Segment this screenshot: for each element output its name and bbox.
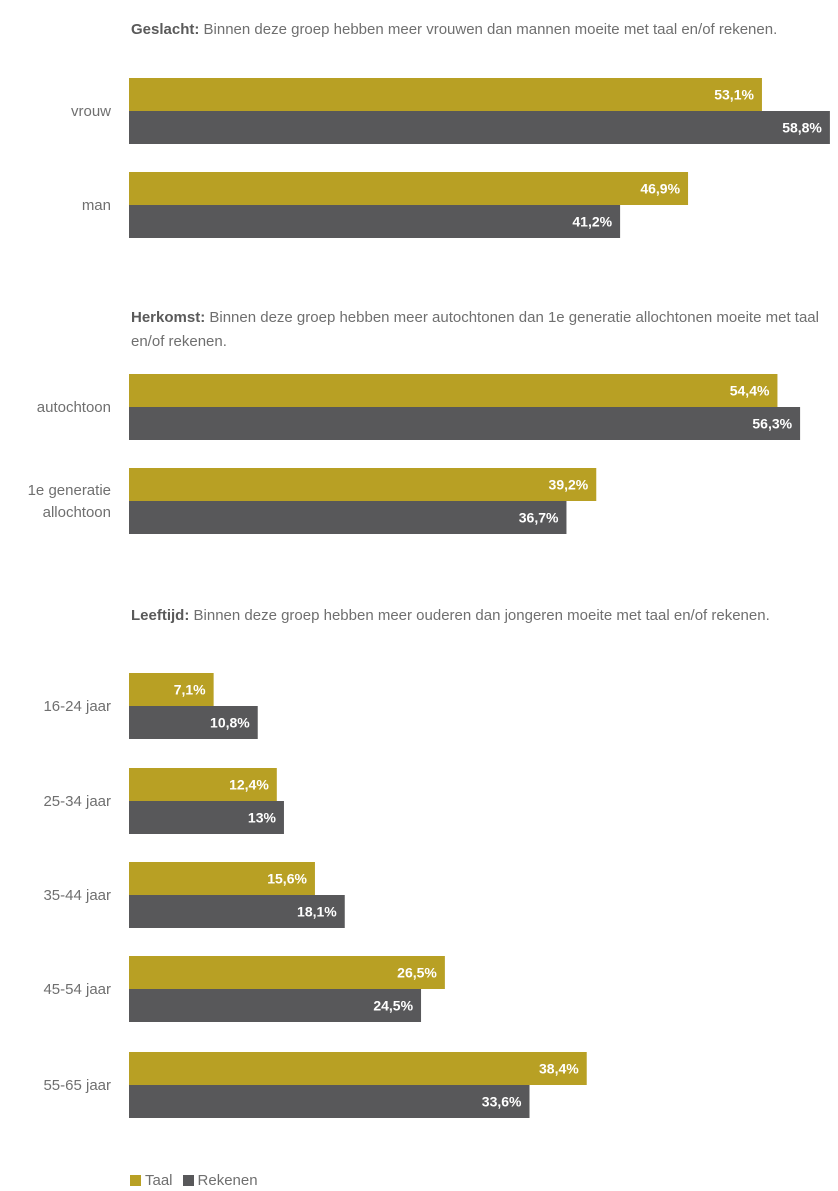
- value-label-taal-autochtoon: 54,4%: [730, 383, 770, 399]
- category-label-autochtoon: autochtoon: [37, 399, 111, 416]
- herkomst-title-lead: Herkomst:: [131, 309, 206, 326]
- legend-item-rekenen: Rekenen: [182, 1172, 258, 1189]
- category-label-line: 25-34 jaar: [43, 793, 111, 810]
- bar-rekenen-16-24: [129, 706, 258, 739]
- category-label-1e-generatie-allochtoon: 1e generatie allochtoon: [28, 482, 111, 521]
- geslacht-title: Geslacht: Binnen deze groep hebben meer …: [131, 18, 821, 42]
- leeftijd-title: Leeftijd: Binnen deze groep hebben meer …: [131, 604, 821, 628]
- bar-rekenen-man: [129, 205, 621, 238]
- legend-label-rekenen: Rekenen: [197, 1172, 258, 1189]
- bar-taal-autochtoon: [129, 374, 778, 407]
- value-label-rekenen-16-24: 10,8%: [210, 715, 250, 731]
- value-label-rekenen-55-65: 33,6%: [482, 1094, 522, 1110]
- bar-taal-45-54: [129, 956, 445, 989]
- value-label-rekenen-vrouw: 58,8%: [782, 120, 822, 136]
- category-label-line: 35-44 jaar: [43, 887, 111, 904]
- category-label-45-54: 45-54 jaar: [43, 981, 111, 998]
- leeftijd-title-lead: Leeftijd:: [131, 607, 190, 624]
- bar-rekenen-autochtoon: [129, 407, 801, 440]
- legend: Taal Rekenen: [130, 1172, 258, 1189]
- bar-charts: vrouw 53,1% 58,8% man 46,9% 41,2% autochtoon 54…: [28, 78, 830, 1118]
- bar-rekenen-35-44: [129, 895, 345, 928]
- herkomst-title: Herkomst: Binnen deze groep hebben meer …: [131, 306, 821, 354]
- bar-taal-1e-generatie-allochtoon: [129, 468, 597, 501]
- value-label-rekenen-45-54: 24,5%: [373, 998, 413, 1014]
- value-label-taal-45-54: 26,5%: [397, 965, 437, 981]
- leeftijd-title-text: Binnen deze groep hebben meer ouderen da…: [193, 607, 770, 624]
- category-label-vrouw: vrouw: [71, 103, 111, 120]
- bar-rekenen-1e-generatie-allochtoon: [129, 501, 567, 534]
- bar-taal-vrouw: [129, 78, 762, 111]
- value-label-taal-55-65: 38,4%: [539, 1061, 579, 1077]
- geslacht-title-text: Binnen deze groep hebben meer vrouwen da…: [203, 21, 778, 38]
- category-label-55-65: 55-65 jaar: [43, 1077, 111, 1094]
- category-label-line: 45-54 jaar: [43, 981, 111, 998]
- value-label-taal-man: 46,9%: [640, 181, 680, 197]
- category-label-16-24: 16-24 jaar: [43, 698, 111, 715]
- legend-swatch-taal: [130, 1175, 141, 1186]
- category-label-line: allochtoon: [43, 504, 111, 521]
- value-label-taal-1e-generatie-allochtoon: 39,2%: [549, 477, 589, 493]
- bar-taal-16-24: [129, 673, 214, 706]
- category-label-25-34: 25-34 jaar: [43, 793, 111, 810]
- bar-rekenen-45-54: [129, 989, 422, 1022]
- value-label-taal-25-34: 12,4%: [229, 777, 269, 793]
- bar-rekenen-55-65: [129, 1085, 530, 1118]
- legend-label-taal: Taal: [145, 1172, 173, 1189]
- value-label-rekenen-man: 41,2%: [572, 214, 612, 230]
- category-label-line: man: [82, 197, 111, 214]
- value-label-taal-35-44: 15,6%: [267, 871, 307, 887]
- value-label-rekenen-autochtoon: 56,3%: [752, 416, 792, 432]
- bar-rekenen-25-34: [129, 801, 284, 834]
- value-label-rekenen-1e-generatie-allochtoon: 36,7%: [519, 510, 559, 526]
- value-label-taal-vrouw: 53,1%: [714, 87, 754, 103]
- herkomst-title-text: Binnen deze groep hebben meer autochtone…: [131, 309, 819, 350]
- value-label-rekenen-35-44: 18,1%: [297, 904, 337, 920]
- geslacht-title-lead: Geslacht:: [131, 21, 200, 38]
- value-label-rekenen-25-34: 13%: [248, 810, 277, 826]
- category-label-line: vrouw: [71, 103, 111, 120]
- bar-taal-35-44: [129, 862, 315, 895]
- legend-swatch-rekenen: [182, 1175, 194, 1186]
- bar-taal-man: [129, 172, 689, 205]
- category-label-line: autochtoon: [37, 399, 111, 416]
- bar-rekenen-vrouw: [129, 111, 830, 144]
- category-label-line: 1e generatie: [28, 482, 111, 499]
- value-label-taal-16-24: 7,1%: [174, 682, 206, 698]
- bar-taal-25-34: [129, 768, 277, 801]
- category-label-line: 55-65 jaar: [43, 1077, 111, 1094]
- category-label-line: 16-24 jaar: [43, 698, 111, 715]
- legend-item-taal: Taal: [130, 1172, 173, 1189]
- category-label-35-44: 35-44 jaar: [43, 887, 111, 904]
- bar-taal-55-65: [129, 1052, 587, 1085]
- category-label-man: man: [82, 197, 111, 214]
